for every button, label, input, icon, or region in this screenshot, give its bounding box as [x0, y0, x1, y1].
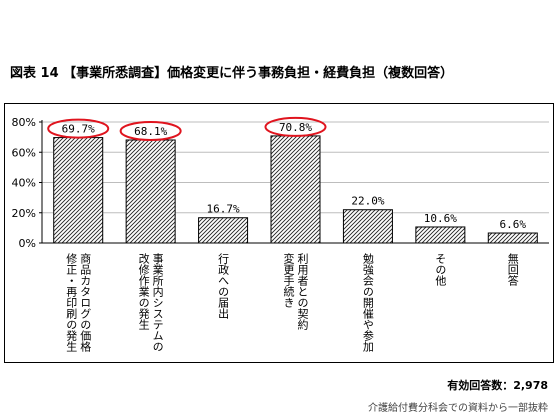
respondent-count: 有効回答数：2,978 [447, 379, 548, 392]
data-label: 16.7% [207, 203, 240, 216]
x-tick-label: 商品カタログの価格 [79, 252, 92, 353]
data-label: 69.7% [62, 123, 95, 136]
y-tick-label: 60% [12, 146, 36, 159]
chart-title: 図表 14 【事業所悉調査】価格変更に伴う事務負担・経費負担（複数回答） [10, 66, 454, 81]
x-tick-label: 無回答 [506, 252, 519, 287]
y-tick-label: 80% [12, 116, 36, 129]
highlight-ellipse [264, 116, 327, 137]
x-tick-label: 勉強会の開催や参加 [361, 252, 374, 353]
bar [342, 209, 393, 244]
y-tick-label: 40% [12, 177, 36, 190]
bar [270, 135, 321, 244]
data-label: 6.6% [500, 218, 527, 231]
bar-chart: 0% 20% 40% 60% 80% 69.7% 68.1% 16.7% 70.8% 22.0%… [12, 116, 549, 353]
x-tick-label: 事業所内システムの [151, 253, 164, 352]
x-tick-label: 行政への届出 [217, 253, 230, 319]
y-tick-label: 20% [12, 207, 36, 220]
x-tick-label: 利用者との契約 [296, 253, 309, 331]
data-label: 70.8% [279, 121, 312, 134]
bar [487, 232, 538, 244]
x-tick-label: その他 [434, 253, 447, 286]
data-label: 68.1% [134, 125, 167, 138]
highlight-ellipse [47, 118, 110, 139]
y-tick-label: 0% [19, 237, 36, 250]
x-tick-label: 修正・再印刷の発生 [65, 252, 78, 352]
x-tick-label: 変更手続き [282, 252, 295, 308]
data-label: 10.6% [424, 212, 457, 225]
bar [198, 217, 249, 244]
data-label: 22.0% [351, 195, 384, 208]
highlight-ellipse [119, 120, 182, 141]
x-tick-label: 改修作業の発生 [137, 252, 150, 330]
bar [415, 226, 466, 244]
chart-frame: 0% 20% 40% 60% 80% 69.7% 68.1% 16.7% 70.8% 22.0%… [4, 103, 554, 363]
bar [125, 139, 176, 244]
source-note: 介護給付費分科会での資料から一部抜粋 [368, 403, 548, 414]
bar [53, 137, 104, 244]
